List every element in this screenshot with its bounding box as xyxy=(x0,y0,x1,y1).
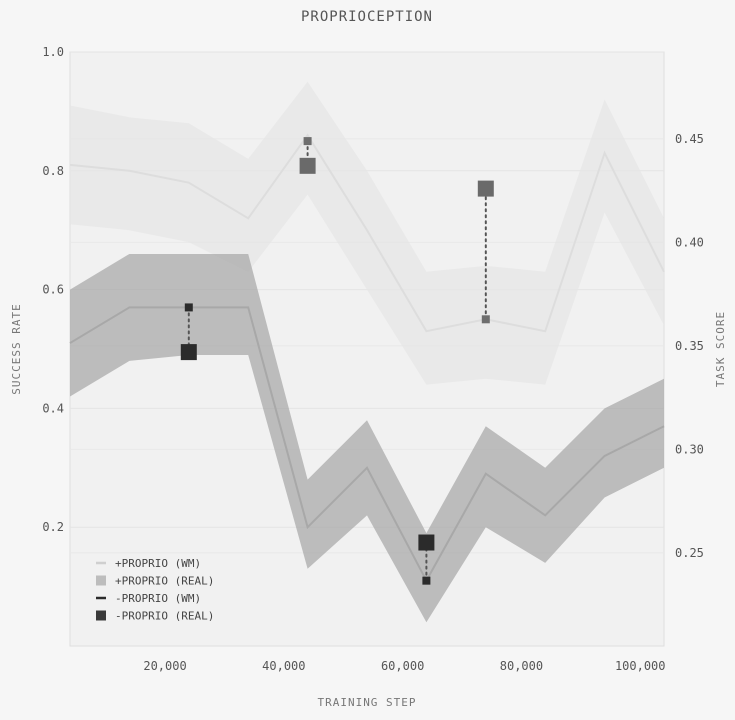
marker-proprio-wm xyxy=(481,315,490,324)
x-tick-label: 20,000 xyxy=(143,659,186,673)
legend-label: -PROPRIO (WM) xyxy=(115,592,201,605)
y-tick-label: 0.2 xyxy=(42,520,64,534)
legend-swatch xyxy=(96,575,106,586)
marker-proprio-wm xyxy=(184,303,193,312)
x-tick-label: 40,000 xyxy=(262,659,305,673)
series-lines xyxy=(69,133,665,583)
legend-label: +PROPRIO (REAL) xyxy=(115,575,214,588)
y2-axis-label: TASK SCORE xyxy=(714,311,727,387)
y2-tick-label: 0.30 xyxy=(675,442,704,456)
marker-proprio-wm xyxy=(303,137,312,146)
x-tick-labels: 20,000 40,000 60,000 80,000 100,000 xyxy=(143,659,665,673)
y2-tick-labels: 0.25 0.30 0.35 0.40 0.45 xyxy=(675,132,704,560)
y-tick-label: 0.8 xyxy=(42,164,64,178)
x-tick-label: 100,000 xyxy=(615,659,666,673)
y2-tick-label: 0.35 xyxy=(675,339,704,353)
legend-swatch xyxy=(96,610,106,621)
legend: +PROPRIO (WM) +PROPRIO (REAL) -PROPRIO (WM… xyxy=(96,557,214,623)
y-tick-label: 0.4 xyxy=(42,401,64,415)
marker-proprio-real xyxy=(418,534,435,551)
y2-tick-label: 0.45 xyxy=(675,132,704,146)
line-proprio-wm xyxy=(69,133,665,333)
x-tick-label: 60,000 xyxy=(381,659,424,673)
band-proprio-wm xyxy=(70,81,664,385)
band-proprio-wm xyxy=(70,253,664,623)
markers xyxy=(180,137,494,585)
confidence-bands xyxy=(70,81,664,623)
marker-proprio-real xyxy=(180,344,197,361)
y-tick-labels: 0.2 0.4 0.6 0.8 1.0 xyxy=(42,45,64,534)
line-proprio-wm xyxy=(69,306,665,583)
marker-proprio-wm xyxy=(422,576,431,585)
marker-proprio-real xyxy=(299,157,316,174)
x-axis-label: TRAINING STEP xyxy=(317,696,416,709)
x-tick-label: 80,000 xyxy=(500,659,543,673)
marker-proprio-real xyxy=(477,180,494,197)
y-tick-label: 1.0 xyxy=(42,45,64,59)
y-axis-label: SUCCESS RATE xyxy=(10,303,23,394)
y2-tick-label: 0.40 xyxy=(675,235,704,249)
legend-label: +PROPRIO (WM) xyxy=(115,557,201,570)
legend-label: -PROPRIO (REAL) xyxy=(115,610,214,623)
y-tick-label: 0.6 xyxy=(42,283,64,297)
chart-title: PROPRIOCEPTION xyxy=(301,9,433,25)
y2-tick-label: 0.25 xyxy=(675,546,704,560)
